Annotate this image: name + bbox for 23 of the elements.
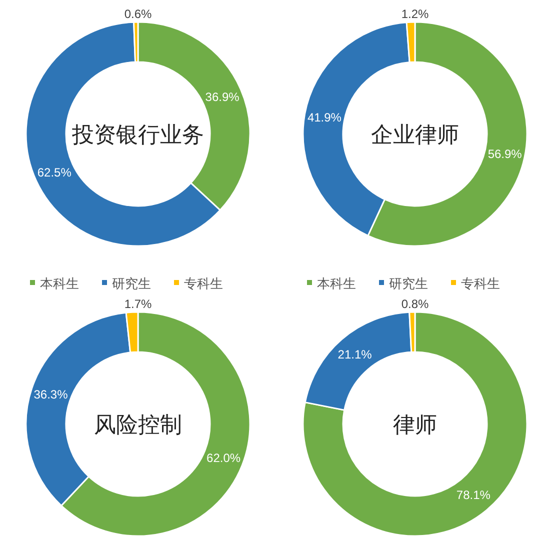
data-label: 21.1% <box>338 347 372 362</box>
donut-slice <box>302 311 528 537</box>
data-label: 36.3% <box>34 388 68 402</box>
text: 企业律师 <box>371 122 459 147</box>
legend-label: 本科生 <box>317 276 356 291</box>
data-label: 0.6% <box>124 7 152 21</box>
data-label: 0.8% <box>401 297 429 311</box>
legend-label: 专科生 <box>461 276 500 291</box>
data-label: 62.5% <box>37 165 72 180</box>
legend-label: 专科生 <box>184 276 223 291</box>
data-label: 1.7% <box>124 297 152 311</box>
data-label: 78.1% <box>456 488 491 502</box>
text: 风险控制 <box>94 412 182 437</box>
legend-label: 研究生 <box>389 276 428 291</box>
data-label: 62.0% <box>206 450 241 465</box>
text: 律师 <box>393 412 437 437</box>
text: 投资银行业务 <box>71 122 204 147</box>
data-label: 1.2% <box>401 7 429 21</box>
legend-label: 本科生 <box>40 276 79 291</box>
data-label: 41.9% <box>307 110 342 125</box>
legend-label: 研究生 <box>112 276 151 291</box>
data-label: 56.9% <box>488 146 522 161</box>
data-label: 36.9% <box>205 90 240 104</box>
